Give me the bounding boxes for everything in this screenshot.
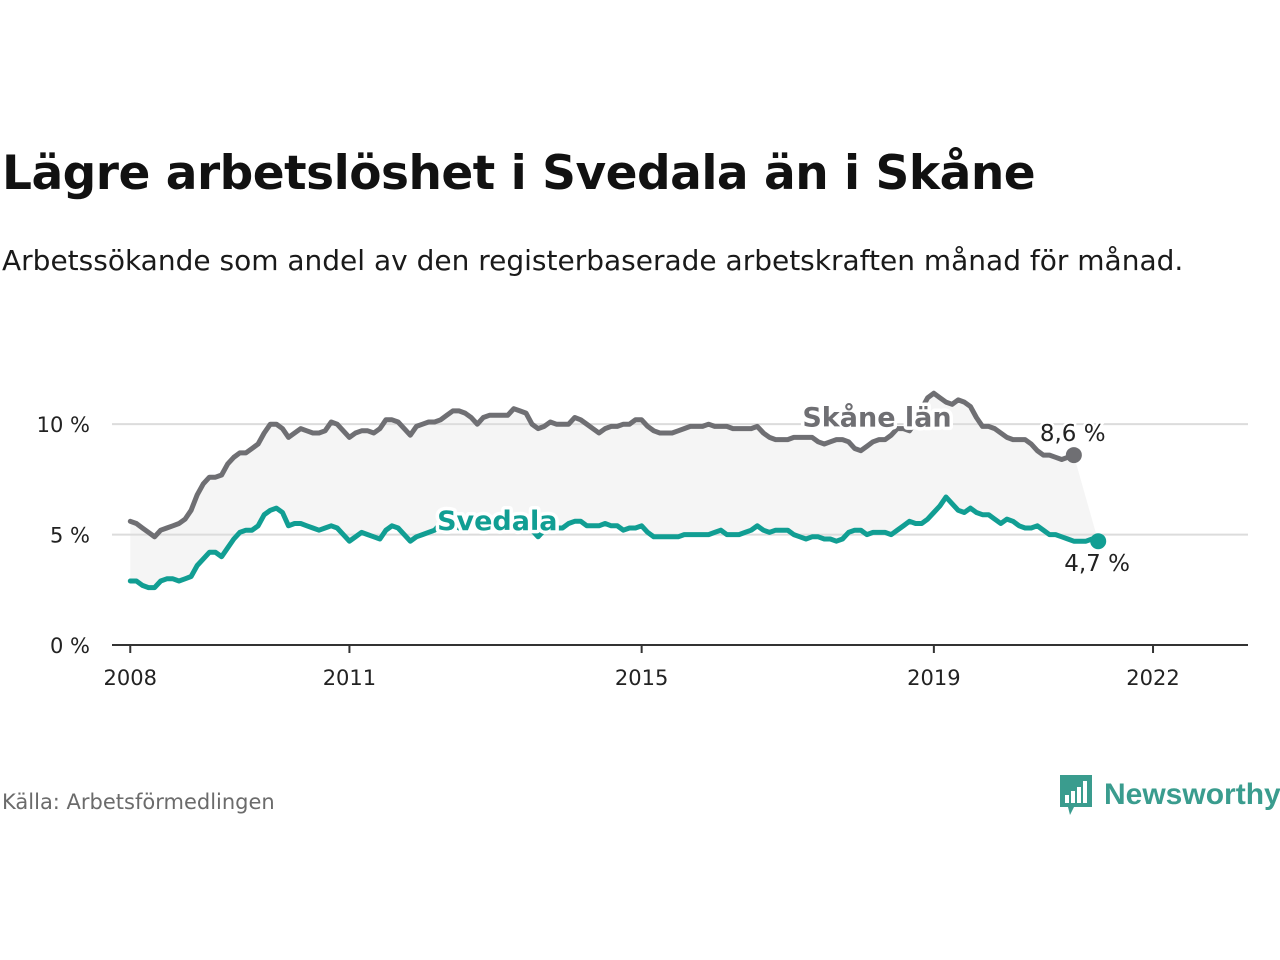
page-subtitle: Arbetssökande som andel av den registerb… xyxy=(2,244,1184,277)
end-value-skane: 8,6 % xyxy=(1040,421,1106,447)
x-tick-label: 2022 xyxy=(1126,666,1179,690)
unemployment-line-chart: 0 % 5 % 10 % 2008 2011 2015 2019 2022 Skåne län… xyxy=(37,390,1248,690)
y-tick-label: 10 % xyxy=(37,413,90,437)
label-layer: Skåne län Svedala 8,6 % 4,7 % xyxy=(434,398,1133,580)
end-point-svedala xyxy=(1090,533,1107,550)
y-tick-label: 0 % xyxy=(50,634,90,658)
brand-name: Newsworthy xyxy=(1104,778,1280,811)
series-layer xyxy=(127,390,1107,591)
brand-logo: Newsworthy xyxy=(1058,773,1280,817)
newsworthy-icon xyxy=(1060,775,1092,815)
end-point-skane xyxy=(1065,447,1082,464)
range-band xyxy=(130,393,1099,588)
x-tick-label: 2015 xyxy=(615,666,668,690)
end-value-svedala: 4,7 % xyxy=(1064,551,1130,577)
axis-layer: 0 % 5 % 10 % 2008 2011 2015 2019 2022 xyxy=(37,413,1248,690)
series-line-svedala xyxy=(127,494,1101,591)
x-tick-label: 2011 xyxy=(323,666,376,690)
x-tick-label: 2019 xyxy=(907,666,960,690)
source-note: Källa: Arbetsförmedlingen xyxy=(2,790,275,814)
series-label-svedala: Svedala xyxy=(437,506,557,537)
y-tick-label: 5 % xyxy=(50,524,90,548)
band-layer xyxy=(130,393,1099,588)
series-line-skane xyxy=(127,390,1077,540)
page-title: Lägre arbetslöshet i Svedala än i Skåne xyxy=(2,146,1036,201)
series-label-skane: Skåne län xyxy=(802,401,951,433)
x-tick-label: 2008 xyxy=(104,666,157,690)
